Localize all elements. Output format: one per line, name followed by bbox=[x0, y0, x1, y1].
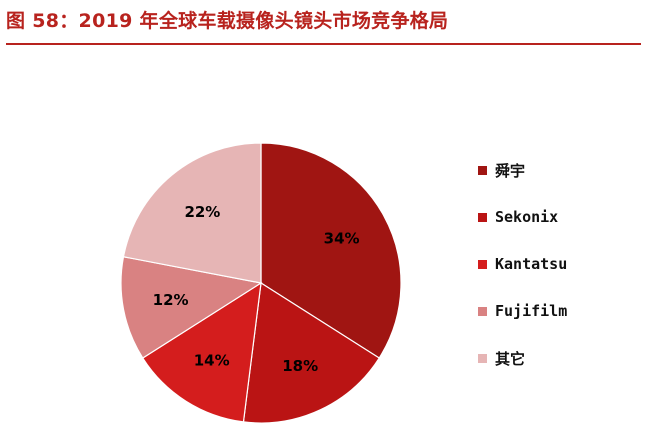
legend-label: Sekonix bbox=[495, 208, 559, 226]
figure-title: 图 58：2019 年全球车载摄像头镜头市场竞争格局 bbox=[6, 10, 449, 32]
legend-label: Fujifilm bbox=[495, 302, 568, 320]
pie-slice-1 bbox=[260, 142, 402, 359]
legend-item: 其它 bbox=[478, 348, 525, 368]
legend-label: 其它 bbox=[495, 349, 526, 368]
pie-slices bbox=[120, 142, 402, 424]
legend-label: 舜宇 bbox=[495, 161, 526, 180]
pie-slice-5 bbox=[122, 142, 262, 284]
pie-slice-2 bbox=[242, 281, 381, 424]
legend-swatch bbox=[478, 165, 487, 175]
slice-label-5: 22% bbox=[184, 203, 220, 221]
pie-labels: 34% 18% 14% 12% 22% bbox=[153, 203, 360, 375]
pie-slice-4 bbox=[120, 256, 263, 359]
slice-label-3: 14% bbox=[194, 352, 230, 370]
legend-item: Kantatsu bbox=[478, 254, 567, 274]
legend-label: Kantatsu bbox=[495, 255, 568, 273]
legend-item: Sekonix bbox=[478, 207, 558, 227]
legend-item: Fujifilm bbox=[478, 301, 567, 321]
slice-label-2: 18% bbox=[282, 357, 318, 375]
title-rule bbox=[6, 43, 641, 45]
legend-swatch bbox=[478, 259, 487, 269]
legend-swatch bbox=[478, 212, 487, 222]
slice-label-1: 34% bbox=[324, 230, 360, 248]
legend-swatch bbox=[478, 353, 487, 363]
legend-item: 舜宇 bbox=[478, 160, 525, 180]
slice-label-4: 12% bbox=[153, 291, 189, 309]
pie-slice-3 bbox=[141, 281, 262, 423]
legend-swatch bbox=[478, 306, 487, 316]
